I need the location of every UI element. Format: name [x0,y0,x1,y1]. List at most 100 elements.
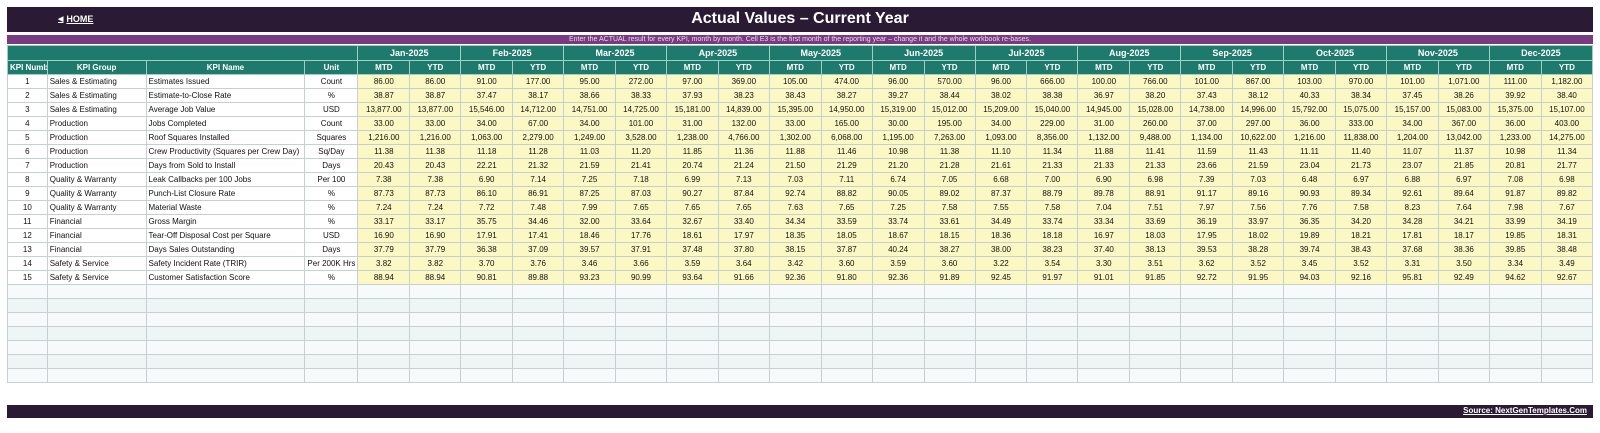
ytd-value-cell[interactable]: 92.67 [1540,270,1594,285]
ytd-value-cell[interactable]: 38.87 [409,88,462,103]
empty-cell[interactable] [1385,368,1439,383]
empty-cell[interactable] [1488,312,1542,327]
mtd-value-cell[interactable]: 38.02 [974,88,1028,103]
mtd-value-cell[interactable]: 14,945.00 [1077,102,1131,117]
ytd-value-cell[interactable]: 21.77 [1540,158,1594,173]
mtd-value-cell[interactable]: 37.45 [1385,88,1439,103]
ytd-value-cell[interactable]: 18.03 [1129,228,1182,243]
empty-cell[interactable] [409,326,462,341]
mtd-value-cell[interactable]: 92.36 [871,270,925,285]
ytd-value-cell[interactable]: 11.36 [717,144,770,159]
empty-cell[interactable] [1129,368,1182,383]
empty-cell[interactable] [1283,312,1337,327]
empty-cell[interactable] [1488,326,1542,341]
ytd-value-cell[interactable]: 6.97 [1335,172,1387,187]
ytd-value-cell[interactable]: 86.91 [512,186,565,201]
ytd-value-cell[interactable]: 11.34 [1026,144,1079,159]
ytd-value-cell[interactable]: 333.00 [1335,116,1387,131]
ytd-value-cell[interactable]: 89.82 [1540,186,1594,201]
ytd-value-cell[interactable]: 18.17 [1437,228,1490,243]
mtd-value-cell[interactable]: 100.00 [1077,74,1131,89]
mtd-value-cell[interactable]: 18.35 [768,228,822,243]
empty-cell[interactable] [768,298,822,313]
empty-cell[interactable] [1180,368,1234,383]
ytd-value-cell[interactable]: 11.38 [923,144,976,159]
empty-cell[interactable] [974,354,1028,369]
empty-cell[interactable] [357,368,411,383]
ytd-value-cell[interactable]: 11,838.00 [1335,130,1387,145]
ytd-value-cell[interactable]: 11.41 [1129,144,1182,159]
mtd-value-cell[interactable]: 90.05 [871,186,925,201]
empty-cell[interactable] [1335,312,1387,327]
mtd-value-cell[interactable]: 1,302.00 [768,130,822,145]
empty-cell[interactable] [512,368,565,383]
empty-cell[interactable] [409,298,462,313]
empty-cell[interactable] [871,354,925,369]
ytd-value-cell[interactable]: 38.23 [717,88,770,103]
ytd-value-cell[interactable]: 7.14 [512,172,565,187]
ytd-value-cell[interactable]: 3.66 [615,256,667,271]
mtd-value-cell[interactable]: 34.34 [768,214,822,229]
mtd-value-cell[interactable]: 38.43 [768,88,822,103]
empty-cell[interactable] [1232,368,1285,383]
ytd-value-cell[interactable]: 101.00 [615,116,667,131]
empty-cell[interactable] [512,340,565,355]
empty-cell[interactable] [563,284,617,299]
empty-cell[interactable] [1385,340,1439,355]
empty-cell[interactable] [1335,354,1387,369]
mtd-value-cell[interactable]: 14,738.00 [1180,102,1234,117]
ytd-value-cell[interactable]: 3.60 [923,256,976,271]
ytd-value-cell[interactable]: 33.00 [409,116,462,131]
empty-cell[interactable] [460,298,514,313]
empty-cell[interactable] [1437,312,1490,327]
empty-cell[interactable] [145,368,306,383]
mtd-value-cell[interactable]: 11.07 [1385,144,1439,159]
empty-cell[interactable] [1283,368,1337,383]
ytd-value-cell[interactable]: 11.46 [820,144,873,159]
empty-cell[interactable] [563,298,617,313]
empty-cell[interactable] [7,298,48,313]
ytd-value-cell[interactable]: 7.13 [717,172,770,187]
ytd-value-cell[interactable]: 38.27 [923,242,976,257]
empty-cell[interactable] [409,368,462,383]
empty-cell[interactable] [615,298,667,313]
ytd-value-cell[interactable]: 3.52 [1232,256,1285,271]
ytd-value-cell[interactable]: 7.18 [615,172,667,187]
ytd-value-cell[interactable]: 91.85 [1129,270,1182,285]
empty-cell[interactable] [1335,284,1387,299]
ytd-value-cell[interactable]: 666.00 [1026,74,1079,89]
empty-cell[interactable] [304,284,359,299]
ytd-value-cell[interactable]: 13,877.00 [409,102,462,117]
ytd-value-cell[interactable]: 15,012.00 [923,102,976,117]
empty-cell[interactable] [7,368,48,383]
ytd-value-cell[interactable]: 34.46 [512,214,565,229]
ytd-value-cell[interactable]: 37.80 [717,242,770,257]
ytd-value-cell[interactable]: 7.48 [512,200,565,215]
mtd-value-cell[interactable]: 92.45 [974,270,1028,285]
mtd-value-cell[interactable]: 101.00 [1180,74,1234,89]
ytd-value-cell[interactable]: 21.85 [1437,158,1490,173]
ytd-value-cell[interactable]: 7.38 [409,172,462,187]
mtd-value-cell[interactable]: 16.97 [1077,228,1131,243]
mtd-value-cell[interactable]: 3.59 [665,256,719,271]
empty-cell[interactable] [1335,298,1387,313]
empty-cell[interactable] [923,298,976,313]
ytd-value-cell[interactable]: 3.52 [1335,256,1387,271]
empty-cell[interactable] [717,368,770,383]
ytd-value-cell[interactable]: 91.97 [1026,270,1079,285]
mtd-value-cell[interactable]: 1,093.00 [974,130,1028,145]
mtd-value-cell[interactable]: 21.33 [1077,158,1131,173]
mtd-value-cell[interactable]: 91.00 [460,74,514,89]
ytd-value-cell[interactable]: 89.02 [923,186,976,201]
ytd-value-cell[interactable]: 6.98 [1129,172,1182,187]
empty-cell[interactable] [1540,354,1594,369]
empty-cell[interactable] [1026,298,1079,313]
empty-cell[interactable] [46,326,147,341]
mtd-value-cell[interactable]: 32.00 [563,214,617,229]
mtd-value-cell[interactable]: 31.00 [1077,116,1131,131]
home-link[interactable]: ◀ HOME [58,14,93,24]
mtd-value-cell[interactable]: 15,792.00 [1283,102,1337,117]
ytd-value-cell[interactable]: 21.28 [923,158,976,173]
mtd-value-cell[interactable]: 20.74 [665,158,719,173]
mtd-value-cell[interactable]: 15,375.00 [1488,102,1542,117]
